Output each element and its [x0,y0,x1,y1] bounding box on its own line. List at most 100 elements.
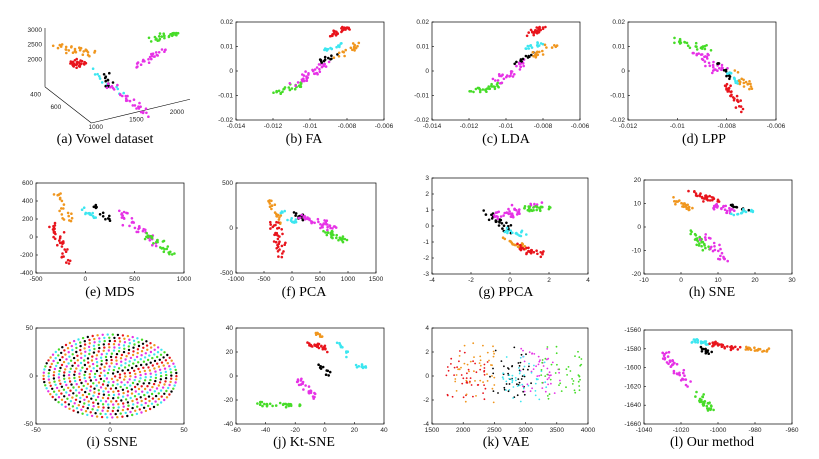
y-tick-label: 0.01 [612,44,625,51]
scatter-point [750,87,754,90]
scatter-point [135,230,138,234]
scatter-point [122,210,126,214]
y-tick-label: -1560 [624,327,641,334]
scatter-point [84,380,87,383]
panel-a: 3000 2500 2000 400 600 1000 1500 2000 [28,27,191,131]
scatter-point [168,393,171,396]
scatter-point [153,390,156,393]
scatter-point [548,371,551,374]
scatter-point [672,361,676,365]
scatter-point [84,211,88,215]
scatter-point [707,352,710,355]
scatter-point [712,65,715,69]
scatter-point [513,62,516,66]
scatter-point [147,395,151,398]
scatter-point [518,372,521,375]
scatter-point [83,376,86,380]
scatter-point [78,372,81,375]
scatter-point [102,343,106,346]
scatter-point [132,339,136,342]
scatter-point [119,357,123,360]
scatter-point [316,331,319,335]
scatter-point [472,342,475,345]
scatter-point [734,106,738,109]
scatter-point [137,361,140,364]
scatter-point [339,236,342,240]
scatter-point [158,32,162,35]
scatter-point [472,395,474,398]
scatter-point [88,373,91,376]
scatter-point [78,375,81,379]
scatter-point [483,384,485,386]
scatter-point [446,366,449,368]
scatter-point [78,391,81,394]
scatter-point [134,372,137,376]
scatter-point [81,393,85,397]
scatter-point [501,227,504,230]
scatter-point [75,394,78,397]
scatter-point [62,231,66,234]
scatter-point [324,347,327,350]
y-tick-label: 40 [226,325,234,332]
x-tick-label: 10 [714,277,722,284]
scatter-point [277,89,281,93]
caption-e: (e) MDS [85,285,135,300]
scatter-point [90,359,94,362]
scatter-point [698,238,702,241]
scatter-point [307,385,311,388]
scatter-point [139,110,143,114]
scatter-point [545,46,548,49]
scatter-point [541,205,544,209]
scatter-point [67,49,71,52]
scatter-point [66,347,70,350]
scatter-point [159,401,163,404]
scatter-point [98,337,101,340]
scatter-point [103,365,106,369]
scatter-point [533,202,536,206]
scatter-point [488,359,490,362]
scatter-point [518,62,522,65]
scatter-point [47,372,50,375]
scatter-point [98,374,101,378]
scatter-point [79,396,82,400]
scatter-point [156,362,159,365]
scatter-point [483,369,486,372]
scatter-point [661,357,665,360]
scatter-point [565,386,567,389]
scatter-point [323,48,326,52]
scatter-point [138,370,142,374]
scatter-point [578,385,581,387]
scatter-point [527,54,530,58]
scatter-point [69,359,73,362]
scatter-point [340,27,343,30]
scatter-point [268,205,272,208]
scatter-point [498,218,502,221]
scatter-point [687,189,690,193]
scatter-point [555,345,558,348]
scatter-point [309,343,313,347]
scatter-point [278,240,281,243]
scatter-point [121,334,125,337]
y-tick-label: 500 [222,180,233,187]
scatter-point [692,338,696,341]
scatter-point [163,383,166,386]
scatter-point [539,255,543,259]
scatter-point [748,347,752,350]
scatter-point [722,255,725,259]
y-tick-label: -0.01 [218,93,233,100]
scatter-point [91,211,94,215]
scatter-point [352,45,356,49]
scatter-point [525,233,528,236]
scatter-point [112,397,115,400]
scatter-point [59,235,62,238]
scatter-point [162,34,166,37]
scatter-point [162,364,165,367]
scatter-point [268,402,272,406]
scatter-point [554,372,557,374]
scatter-point [279,91,282,95]
scatter-point [685,207,688,210]
scatter-point [513,73,516,76]
scatter-point [724,70,728,73]
scatter-point [69,400,73,403]
scatter-point [89,213,93,217]
